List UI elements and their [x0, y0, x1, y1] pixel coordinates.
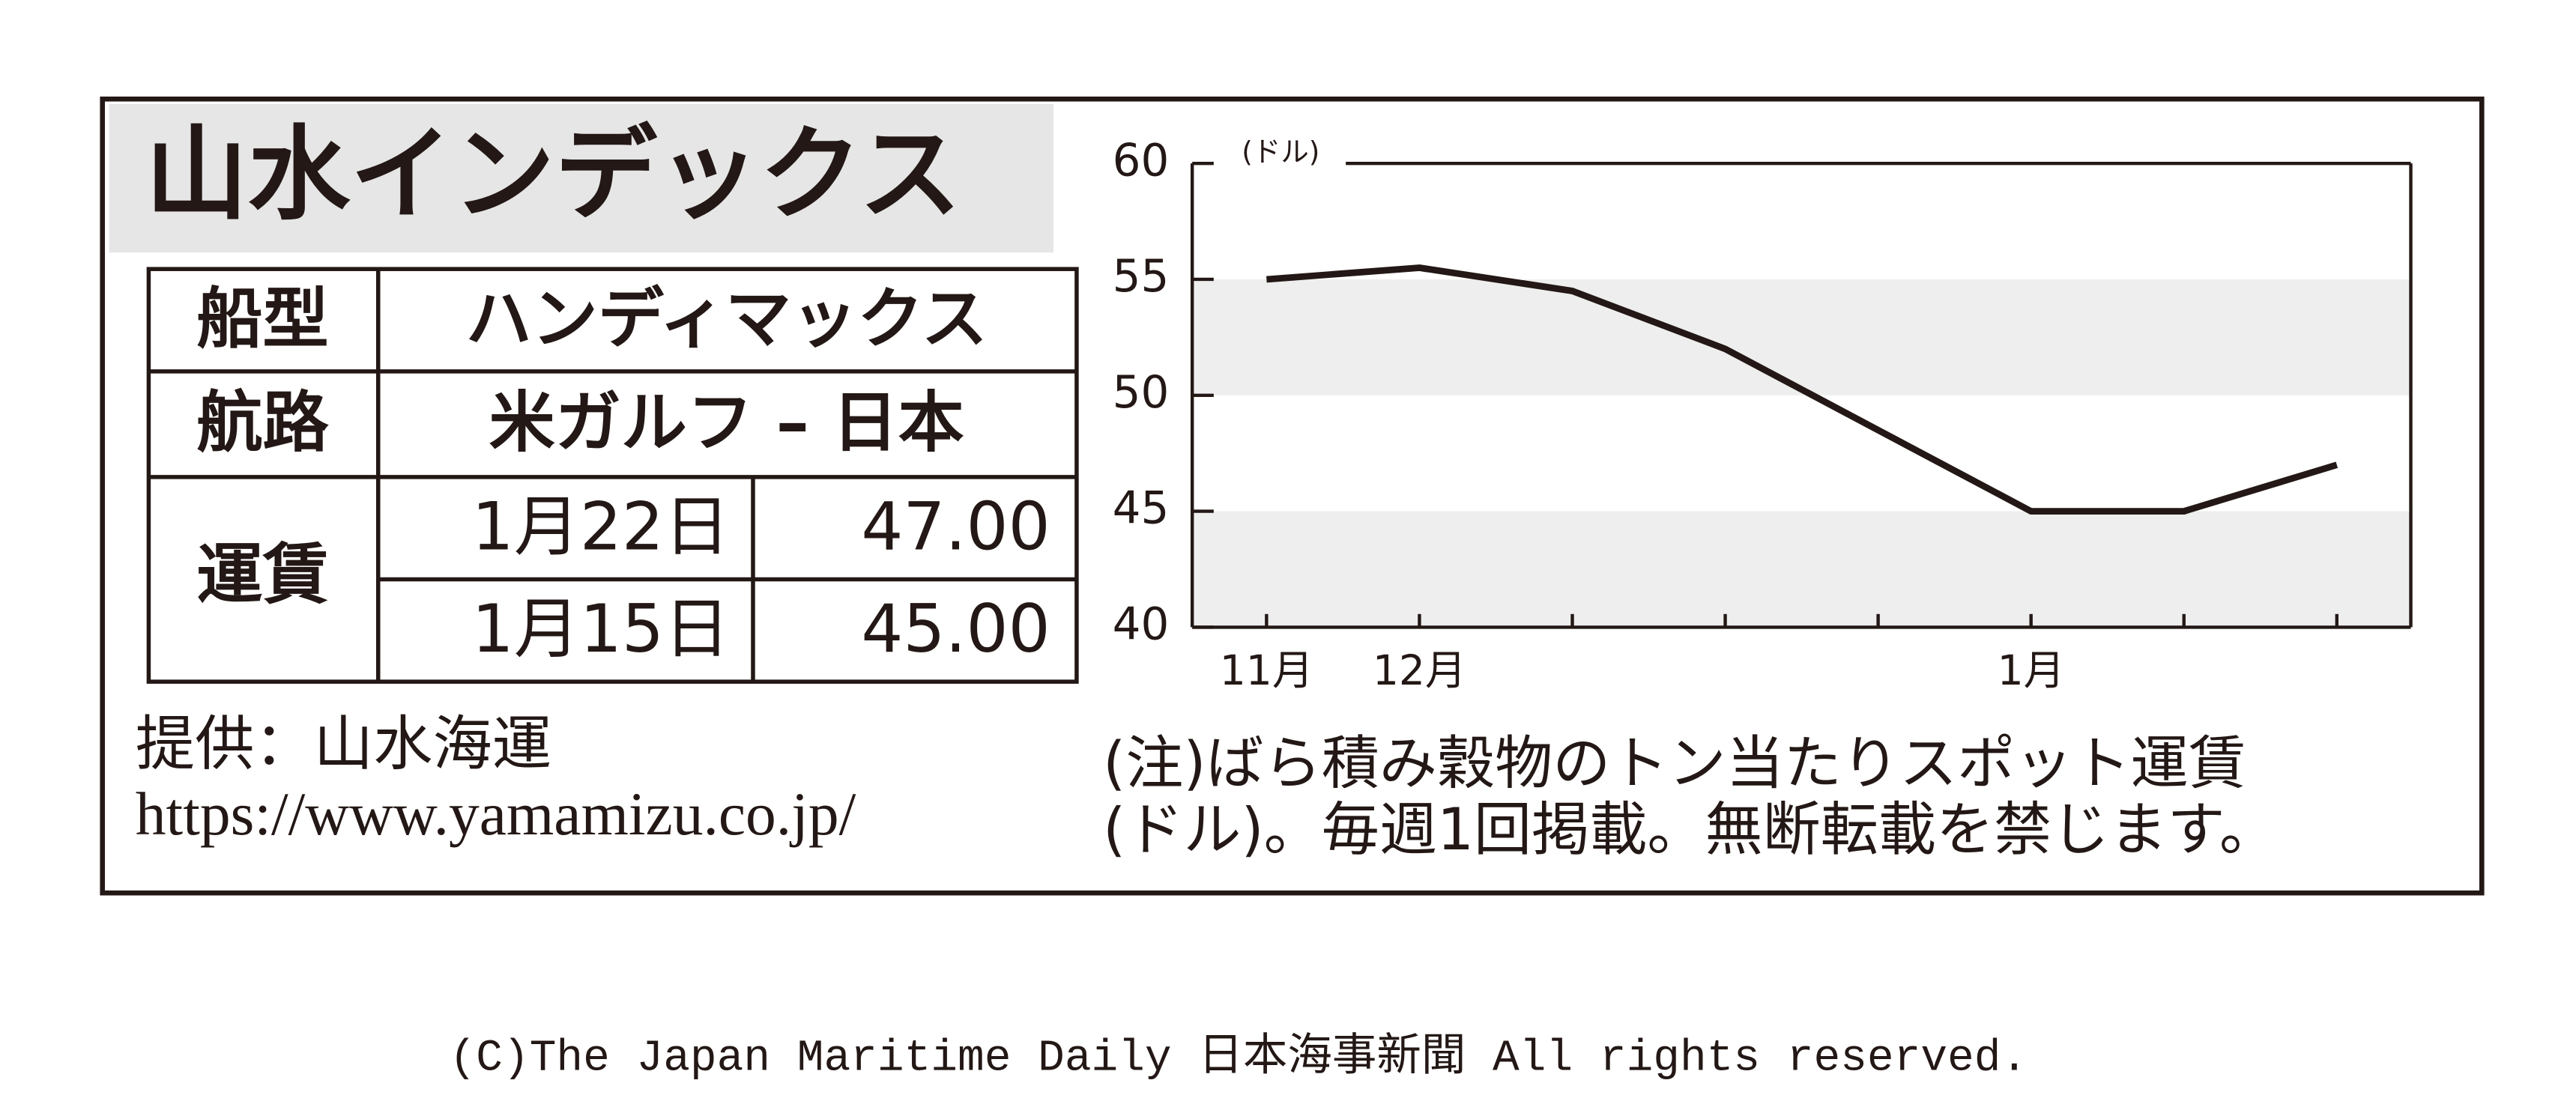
grid-band [1192, 511, 2411, 628]
table-cell: 運賃 [196, 536, 328, 613]
table-grid [146, 267, 1079, 684]
x-tick-label: 12月 [1373, 646, 1466, 694]
table-cell: 47.00 [861, 488, 1050, 565]
table-cell: 1月15日 [472, 590, 730, 667]
title: 山水インデックス [145, 115, 961, 234]
y-tick-label: 40 [1113, 599, 1170, 651]
x-tick-label: 1月 [1998, 646, 2065, 694]
grid-band [1192, 279, 2411, 395]
y-tick-label: 60 [1113, 135, 1170, 186]
table-cell: ハンディマックス [466, 280, 988, 357]
y-tick-label: 45 [1113, 483, 1170, 535]
data-line [1266, 264, 2338, 515]
url: https://www.yamamizu.co.jp/ [136, 780, 856, 848]
provider: 提供：山水海運 [136, 709, 551, 778]
note-line: (ドル)。毎週1回掲載。無断転載を禁じます。 [1103, 796, 2277, 864]
table-cell: 米ガルフ – 日本 [489, 384, 964, 461]
table-cell: 1月22日 [472, 488, 730, 565]
y-tick-label: 50 [1113, 367, 1170, 419]
y-tick-label: 55 [1113, 251, 1170, 303]
copyright: (C)The Japan Maritime Daily 日本海事新聞 All r… [450, 1031, 2028, 1083]
x-tick-label: 11月 [1220, 646, 1313, 694]
unit-label: (ドル) [1242, 135, 1319, 168]
note-line: (注)ばら積み穀物のトン当たりスポット運賃 [1103, 730, 2246, 798]
chart: (ドル) 40 45 50 55 60 11月 12月 1月 [1113, 135, 2413, 694]
title-box [109, 103, 1054, 253]
table-cell: 船型 [196, 280, 328, 357]
table-cell: 45.00 [861, 590, 1050, 667]
table-cell: 航路 [196, 384, 329, 461]
